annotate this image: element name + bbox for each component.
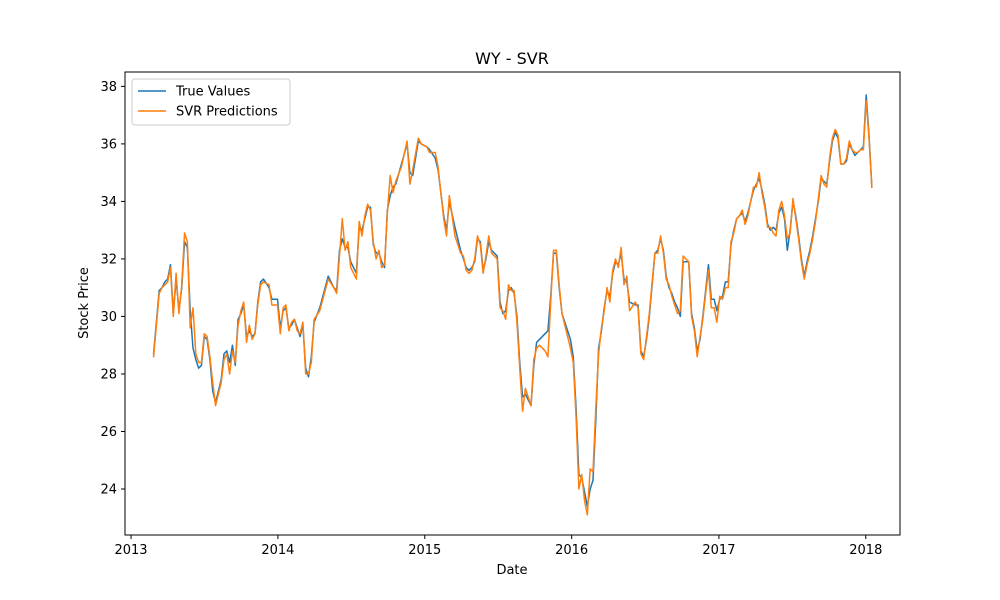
plot-frame [124,71,901,536]
x-tick-label: 2017 [702,543,735,558]
series-layer [152,94,873,516]
y-tick-label: 38 [100,80,117,95]
legend-box [131,78,291,126]
y-tick-label: 24 [100,482,117,497]
series-line-svr-predictions [152,100,873,516]
y-tick-label: 26 [100,425,117,440]
y-tick-label: 36 [100,137,117,152]
chart-title: WY - SVR [475,49,549,68]
y-tick-label: 30 [100,310,117,325]
x-tick-label: 2014 [261,543,294,558]
y-tick-label: 32 [100,252,117,267]
x-axis-label: Date [496,563,527,578]
x-tick-label: 2013 [114,543,147,558]
x-tick-label: 2018 [849,543,882,558]
legend-entry: True Values [175,85,250,100]
y-tick-label: 28 [100,367,117,382]
x-axis: 2013 2014 2015 2016 2017 2018 [114,535,882,558]
x-tick-label: 2016 [555,543,588,558]
y-axis-label: Stock Price [77,267,92,339]
legend-entry: SVR Predictions [176,105,278,120]
y-tick-label: 34 [100,195,117,210]
y-axis: 24 26 28 30 32 34 36 38 [100,80,125,497]
legend: True Values SVR Predictions [131,78,291,126]
x-tick-label: 2015 [408,543,441,558]
